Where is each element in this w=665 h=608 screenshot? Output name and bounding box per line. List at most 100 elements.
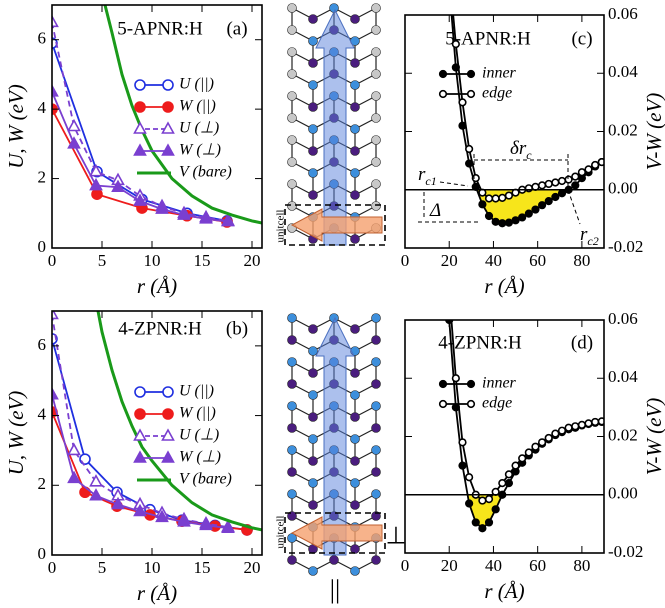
- point: [544, 197, 553, 206]
- point: [551, 178, 560, 187]
- atom: [308, 434, 318, 444]
- point: [591, 160, 600, 170]
- legend-marker: [466, 399, 476, 409]
- plot-frame: [404, 319, 605, 554]
- point: [504, 191, 514, 200]
- x-tick-label: 0: [401, 251, 410, 270]
- atom: [308, 324, 318, 334]
- unitcell-label: unitcell: [275, 210, 287, 243]
- atom: [371, 379, 381, 389]
- plot: [52, 5, 262, 228]
- atom: [308, 456, 318, 466]
- legend-label: U (||): [179, 76, 214, 93]
- atom: [308, 146, 318, 156]
- x-tick-label: 40: [485, 251, 502, 270]
- annotation-sub: c1: [425, 174, 436, 188]
- point: [511, 216, 520, 225]
- legend-marker: [134, 79, 146, 91]
- point: [484, 211, 494, 221]
- series-line: [450, 320, 602, 502]
- x-axis-label: r (Å): [137, 581, 177, 605]
- atom: [350, 478, 360, 488]
- point: [551, 192, 560, 202]
- atom: [287, 445, 297, 455]
- parallel-arrow: [315, 316, 355, 556]
- legend-label: W (⊥): [179, 142, 221, 159]
- atom: [371, 91, 381, 101]
- atom: [308, 412, 318, 422]
- y-tick-label: 0.04: [608, 367, 638, 386]
- point: [571, 172, 580, 181]
- x-tick-label: 40: [485, 556, 502, 575]
- x-tick-label: 80: [573, 251, 590, 270]
- annotation-line: [439, 181, 469, 187]
- point: [597, 417, 604, 426]
- point: [67, 442, 81, 456]
- x-axis-label: r (Å): [137, 274, 177, 298]
- atom: [287, 555, 297, 565]
- point: [451, 40, 460, 49]
- point: [518, 454, 527, 463]
- atom: [308, 102, 318, 112]
- point: [451, 374, 460, 383]
- point: [524, 448, 533, 457]
- atom: [371, 467, 381, 477]
- atom: [308, 478, 318, 488]
- legend-marker: [438, 379, 448, 389]
- point: [89, 474, 103, 487]
- y-tick-label: 0.04: [608, 62, 638, 81]
- atom: [350, 58, 360, 68]
- point: [491, 505, 500, 514]
- atom: [287, 179, 297, 189]
- point: [52, 14, 59, 28]
- point: [89, 163, 103, 177]
- perpendicular-arrow: [290, 516, 383, 550]
- atom: [287, 157, 297, 167]
- point: [584, 419, 593, 428]
- atom: [350, 124, 360, 134]
- point: [591, 417, 600, 427]
- atom: [371, 179, 381, 189]
- atom: [350, 412, 360, 422]
- point: [89, 488, 103, 501]
- y-tick-label: 4: [38, 404, 47, 423]
- atom: [350, 544, 360, 554]
- atom: [308, 346, 318, 356]
- panel-title: 5-APNR:H: [117, 18, 203, 39]
- point: [597, 157, 604, 167]
- legend-marker: [162, 79, 174, 91]
- legend-marker: [134, 386, 146, 398]
- y-tick-label: 0.06: [608, 309, 638, 328]
- annotation: Δ: [429, 200, 441, 221]
- legend-label: W (⊥): [179, 449, 221, 466]
- plot: [52, 311, 262, 536]
- point: [537, 201, 547, 210]
- atom: [308, 58, 318, 68]
- panel-label: (d): [571, 332, 593, 353]
- point: [491, 217, 500, 226]
- atom: [371, 25, 381, 35]
- point: [67, 118, 81, 132]
- atom: [308, 168, 318, 178]
- atom: [350, 368, 360, 378]
- x-axis-label: r (Å): [484, 274, 524, 298]
- legend-marker: [161, 428, 175, 441]
- point: [478, 200, 487, 209]
- atom: [287, 47, 297, 57]
- point: [537, 181, 547, 190]
- y-tick-label: 6: [38, 335, 47, 354]
- atom: [287, 379, 297, 389]
- atom: [287, 91, 297, 101]
- legend-label: V (bare): [179, 471, 232, 488]
- panel-title: 5-APNR:H: [445, 28, 531, 49]
- point: [484, 518, 494, 527]
- point: [498, 219, 507, 228]
- point: [458, 98, 467, 107]
- x-tick-label: 0: [48, 251, 57, 270]
- legend-marker: [466, 89, 476, 99]
- point: [465, 144, 474, 154]
- perpendicular-label: ⊥: [386, 524, 407, 550]
- point: [504, 470, 514, 479]
- parallel-label: ||: [330, 575, 340, 604]
- point: [564, 175, 573, 184]
